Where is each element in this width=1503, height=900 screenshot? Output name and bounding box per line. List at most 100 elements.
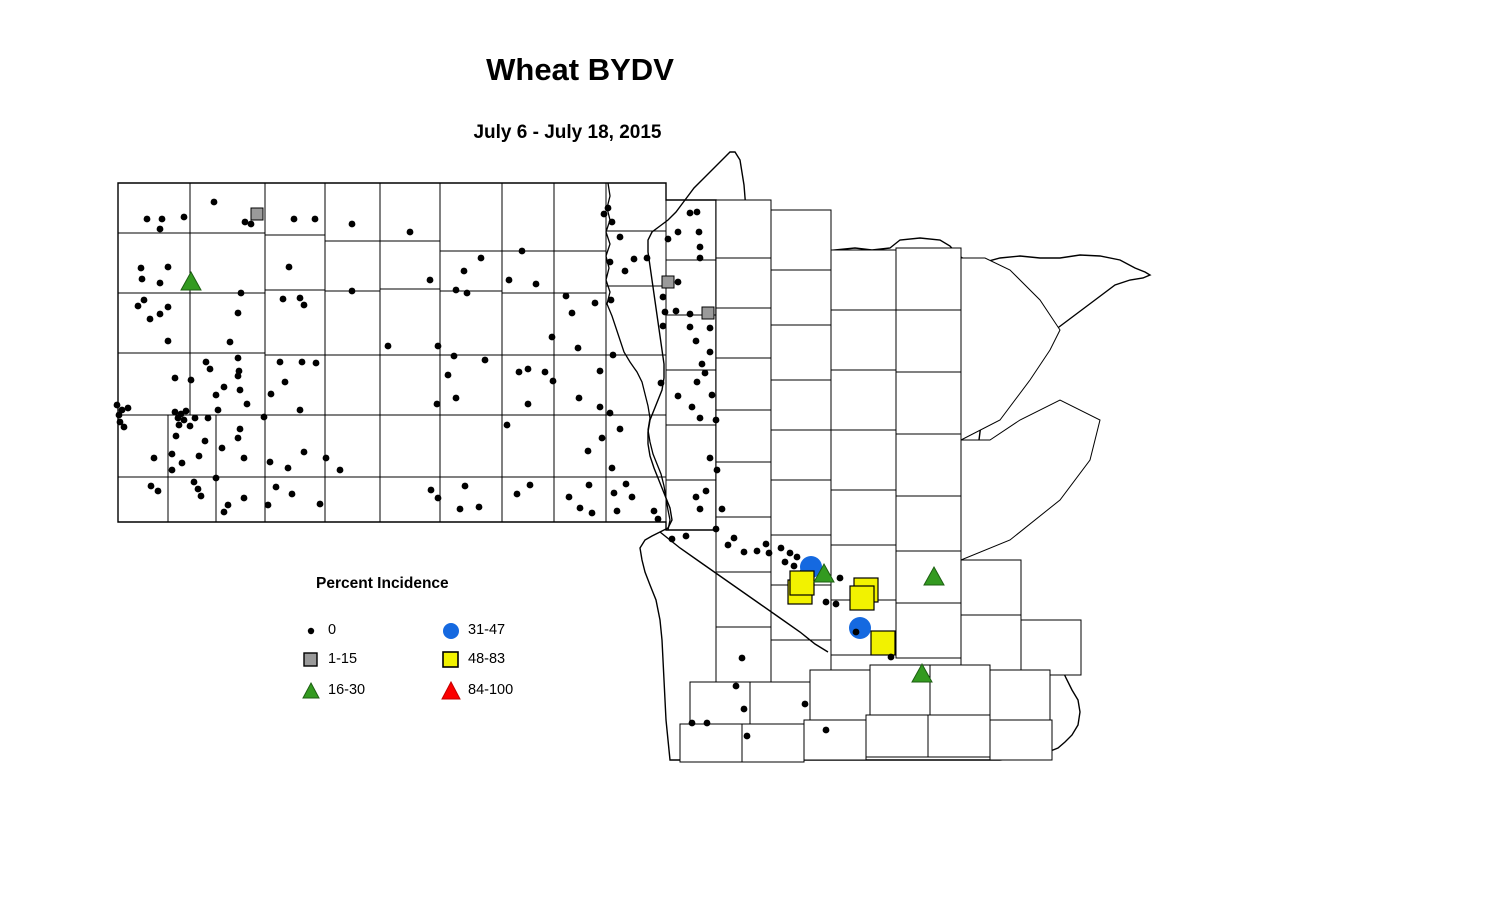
map-point-0: [460, 267, 468, 275]
data-points: [113, 198, 945, 740]
map-point-0: [266, 458, 274, 466]
map-point-0: [607, 296, 615, 304]
map-point-0: [608, 464, 616, 472]
map-point-1-15: [701, 306, 715, 320]
map-point-0: [703, 719, 711, 727]
map-point-0: [210, 198, 218, 206]
map-point-0: [171, 408, 179, 416]
minnesota-counties: [660, 200, 1100, 762]
north-dakota-counties: [118, 183, 716, 530]
legend-label-31-47: 31-47: [468, 622, 506, 638]
map-point-0: [801, 700, 809, 708]
map-point-0: [608, 218, 616, 226]
map-point-0: [463, 289, 471, 297]
map-point-0: [267, 390, 275, 398]
map-point-1-15: [661, 275, 675, 289]
map-point-0: [190, 478, 198, 486]
map-point-0: [247, 220, 255, 228]
page-subtitle: July 6 - July 18, 2015: [473, 122, 662, 143]
map-point-0: [712, 525, 720, 533]
map-point-0: [515, 368, 523, 376]
map-point-0: [186, 422, 194, 430]
map-point-0: [793, 553, 801, 561]
map-point-0: [549, 377, 557, 385]
map-point-0: [311, 215, 319, 223]
map-point-0: [164, 337, 172, 345]
map-point-0: [732, 682, 740, 690]
map-point-0: [701, 369, 709, 377]
map-point-0: [194, 485, 202, 493]
yellow-square-icon: [442, 651, 459, 668]
small-black-dot-icon: [307, 627, 315, 635]
map-point-0: [182, 407, 190, 415]
legend-label-84-100: 84-100: [468, 682, 514, 698]
map-point-0: [562, 292, 570, 300]
map-point-0: [279, 295, 287, 303]
map-point-0: [674, 278, 682, 286]
map-point-0: [698, 360, 706, 368]
map-point-0: [686, 310, 694, 318]
map-point-0: [706, 454, 714, 462]
map-point-0: [610, 489, 618, 497]
map-point-0: [524, 400, 532, 408]
map-point-0: [220, 383, 228, 391]
map-point-0: [693, 378, 701, 386]
map-point-0: [237, 289, 245, 297]
map-point-0: [598, 434, 606, 442]
map-point-0: [696, 505, 704, 513]
map-point-48-83: [870, 630, 896, 656]
map-point-0: [628, 493, 636, 501]
map-point-0: [513, 490, 521, 498]
map-point-0: [696, 414, 704, 422]
map-point-0: [220, 508, 228, 516]
map-point-0: [156, 279, 164, 287]
map-point-0: [158, 215, 166, 223]
map-point-0: [156, 225, 164, 233]
map-point-0: [713, 466, 721, 474]
map-point-0: [115, 411, 123, 419]
map-point-0: [212, 474, 220, 482]
map-point-0: [175, 421, 183, 429]
map-point-0: [565, 493, 573, 501]
map-point-0: [740, 705, 748, 713]
legend-label-16-30: 16-30: [328, 682, 366, 698]
map-point-0: [696, 243, 704, 251]
legend-label-1-15: 1-15: [328, 651, 358, 667]
map-point-0: [621, 267, 629, 275]
map-point-0: [290, 215, 298, 223]
map-point-0: [477, 254, 485, 262]
map-point-0: [456, 505, 464, 513]
gray-square-icon: [303, 652, 318, 667]
map-point-0: [406, 228, 414, 236]
map-point-0: [116, 418, 124, 426]
map-point-0: [743, 732, 751, 740]
map-point-0: [272, 483, 280, 491]
map-point-0: [526, 481, 534, 489]
map-point-0: [822, 726, 830, 734]
map-point-0: [452, 394, 460, 402]
map-point-0: [688, 719, 696, 727]
map-point-0: [236, 425, 244, 433]
legend-title: Percent Incidence: [316, 575, 449, 592]
map-point-0: [672, 307, 680, 315]
map-point-0: [284, 464, 292, 472]
map-point-0: [659, 293, 667, 301]
map-point-0: [243, 400, 251, 408]
map-point-0: [234, 309, 242, 317]
map-point-0: [657, 379, 665, 387]
legend-label-0: 0: [328, 622, 337, 638]
map-point-0: [187, 376, 195, 384]
map-point-0: [724, 541, 732, 549]
map-point-0: [584, 447, 592, 455]
blue-circle-icon: [443, 623, 459, 639]
map-point-0: [503, 421, 511, 429]
map-point-0: [588, 509, 596, 517]
map-point-0: [218, 444, 226, 452]
map-point-0: [120, 423, 128, 431]
map-point-0: [316, 500, 324, 508]
map-point-0: [777, 544, 785, 552]
map-point-0: [664, 235, 672, 243]
map-point-0: [596, 367, 604, 375]
map-point-0: [613, 507, 621, 515]
map-point-0: [226, 338, 234, 346]
